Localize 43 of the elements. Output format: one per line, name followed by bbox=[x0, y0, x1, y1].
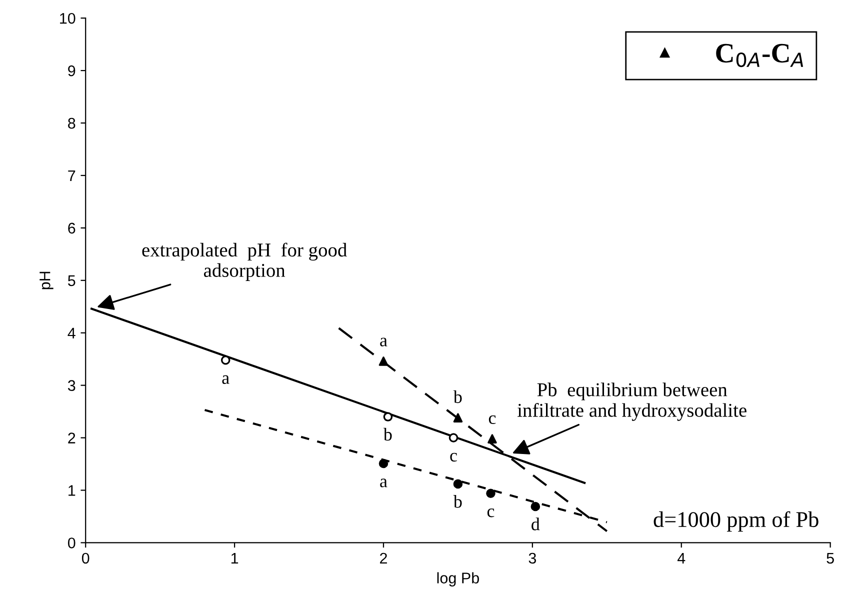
data-label: a bbox=[222, 375, 230, 384]
data-label: d bbox=[532, 518, 540, 530]
point bbox=[220, 355, 230, 365]
point bbox=[378, 356, 388, 366]
y-tick-label: 2 bbox=[68, 432, 76, 444]
data-label: b bbox=[383, 428, 392, 441]
y-axis-title: pH bbox=[40, 272, 54, 290]
y-tick-label: 8 bbox=[68, 118, 76, 129]
data-label: b bbox=[453, 390, 462, 404]
point bbox=[486, 488, 496, 498]
point bbox=[488, 434, 497, 444]
y-tick-label: 10 bbox=[60, 12, 76, 24]
data-label: c bbox=[487, 508, 494, 518]
annotation: extrapolated pH for good adsorption bbox=[142, 242, 347, 281]
annotation: d=1000 ppm of Pb bbox=[654, 511, 818, 532]
x-tick-label: 2 bbox=[380, 552, 387, 564]
y-tick-label: 0 bbox=[68, 538, 76, 548]
x-tick-label: 3 bbox=[528, 552, 536, 564]
x-axis-title: log Pb bbox=[437, 572, 479, 586]
point bbox=[448, 433, 458, 442]
point bbox=[378, 458, 388, 468]
data-label: c bbox=[488, 415, 496, 424]
y-tick-label: 1 bbox=[68, 485, 76, 496]
y-tick-label: 3 bbox=[68, 380, 76, 392]
y-tick-label: 6 bbox=[68, 222, 76, 234]
data-label: a bbox=[380, 478, 388, 488]
legend-label: C$_{0A}$-C$_{A}$ bbox=[716, 44, 804, 68]
x-tick-label: 4 bbox=[677, 552, 686, 564]
point bbox=[453, 479, 463, 489]
data-label: c bbox=[450, 452, 457, 462]
y-tick-label: 5 bbox=[68, 275, 76, 286]
y-tick-label: 7 bbox=[68, 170, 76, 182]
data-label: b bbox=[453, 495, 462, 508]
y-tick-label: 9 bbox=[68, 65, 76, 76]
point bbox=[383, 412, 393, 422]
annotation: Pb equilibrium between infiltrate and hydroxysodalite bbox=[518, 382, 746, 421]
x-tick-label: 5 bbox=[826, 552, 834, 564]
x-tick-label: 0 bbox=[82, 552, 90, 564]
point bbox=[530, 502, 540, 512]
y-tick-label: 4 bbox=[68, 328, 76, 338]
point bbox=[453, 413, 463, 422]
x-tick-label: 1 bbox=[231, 552, 238, 564]
data-label: a bbox=[380, 338, 388, 346]
